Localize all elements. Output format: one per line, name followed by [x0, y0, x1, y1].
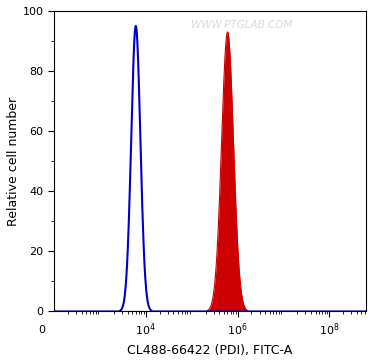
Text: WWW.PTGLAB.COM: WWW.PTGLAB.COM [191, 20, 292, 30]
Y-axis label: Relative cell number: Relative cell number [7, 97, 20, 226]
X-axis label: CL488-66422 (PDI), FITC-A: CL488-66422 (PDI), FITC-A [128, 344, 293, 357]
Text: 0: 0 [38, 325, 45, 335]
